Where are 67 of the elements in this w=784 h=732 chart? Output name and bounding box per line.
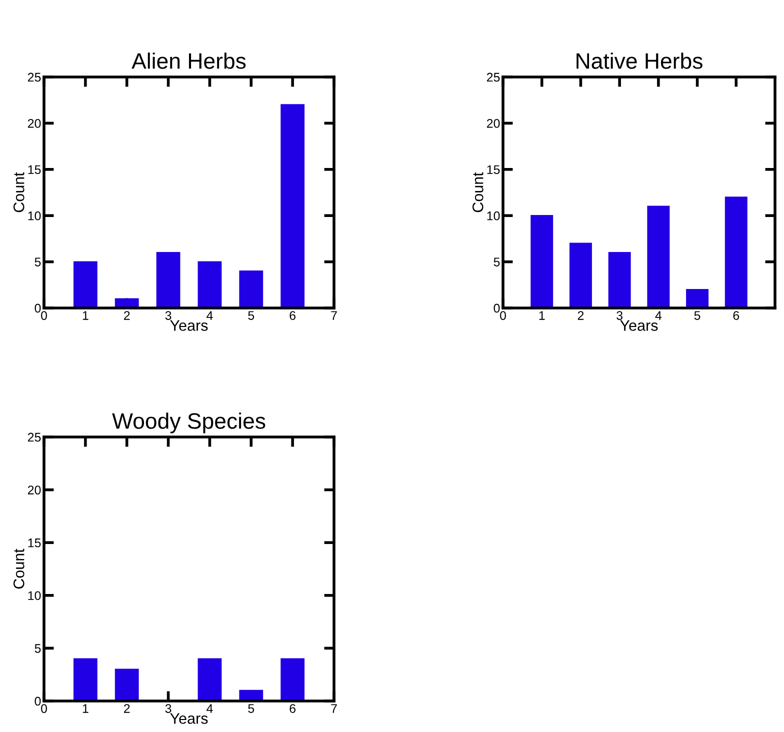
y-tick-label: 0 (34, 304, 41, 313)
chart-title: Woody Species (112, 412, 266, 434)
x-tick-label: 3 (165, 311, 172, 320)
x-axis-title: Years (620, 320, 658, 331)
x-tick-label: 6 (733, 311, 740, 320)
x-tick-label: 5 (248, 704, 254, 713)
bar (239, 270, 264, 308)
y-tick-label: 20 (486, 119, 500, 128)
y-tick-label: 0 (494, 304, 500, 313)
y-tick-label: 20 (28, 486, 41, 494)
x-tick-label: 1 (82, 311, 88, 320)
x-tick-label: 5 (694, 311, 700, 320)
bar (647, 206, 670, 308)
x-tick-label: 6 (290, 311, 296, 320)
chart-title: Native Herbs (576, 52, 702, 69)
x-tick-label: 0 (41, 704, 47, 713)
x-tick-label: 7 (331, 311, 337, 320)
y-tick-label: 10 (487, 211, 500, 220)
x-tick-label: 1 (539, 311, 545, 320)
y-tick-label: 10 (28, 591, 41, 600)
chart-title: Alien Herbs (132, 52, 246, 69)
bar (114, 298, 139, 308)
x-axis-title: Years (170, 320, 208, 331)
bar (569, 242, 592, 308)
x-tick-label: 0 (500, 311, 506, 320)
y-tick-label: 5 (34, 644, 41, 653)
y-tick-label: 5 (494, 258, 500, 266)
x-tick-label: 6 (290, 704, 296, 713)
bar (280, 658, 305, 701)
x-tick-label: 5 (248, 311, 254, 320)
bar (724, 196, 748, 308)
y-tick-label: 25 (28, 72, 41, 82)
x-tick-label: 2 (578, 311, 584, 320)
bar (280, 104, 305, 308)
x-tick-label: 1 (82, 704, 88, 713)
y-tick-label: 15 (28, 165, 41, 174)
bar (73, 261, 98, 308)
x-tick-label: 4 (206, 704, 213, 713)
y-tick-label: 5 (34, 258, 41, 266)
y-tick-label: 15 (28, 538, 41, 548)
x-tick-label: 2 (124, 704, 130, 713)
bar (239, 690, 264, 701)
x-axis-title: Years (170, 713, 208, 724)
bar (530, 215, 554, 308)
bar (73, 658, 98, 701)
x-tick-label: 4 (655, 311, 662, 320)
bar (198, 658, 222, 701)
y-axis-title: Count (13, 548, 24, 589)
x-tick-label: 0 (41, 311, 47, 320)
y-axis-title: Count (13, 172, 24, 212)
y-tick-label: 20 (28, 119, 41, 128)
y-tick-label: 25 (28, 432, 41, 442)
y-tick-label: 15 (487, 165, 500, 174)
bar (198, 261, 222, 308)
x-tick-label: 4 (206, 311, 213, 320)
bar (686, 288, 709, 308)
x-tick-label: 7 (331, 704, 337, 713)
bar (608, 252, 631, 308)
y-axis-title: Count (472, 172, 484, 212)
x-tick-label: 3 (165, 704, 172, 713)
bar (114, 668, 139, 701)
y-tick-label: 10 (28, 211, 41, 220)
x-tick-label: 3 (616, 311, 622, 320)
y-tick-label: 25 (486, 72, 500, 82)
y-tick-label: 0 (34, 696, 41, 706)
bar (156, 252, 180, 308)
x-tick-label: 2 (124, 311, 130, 320)
